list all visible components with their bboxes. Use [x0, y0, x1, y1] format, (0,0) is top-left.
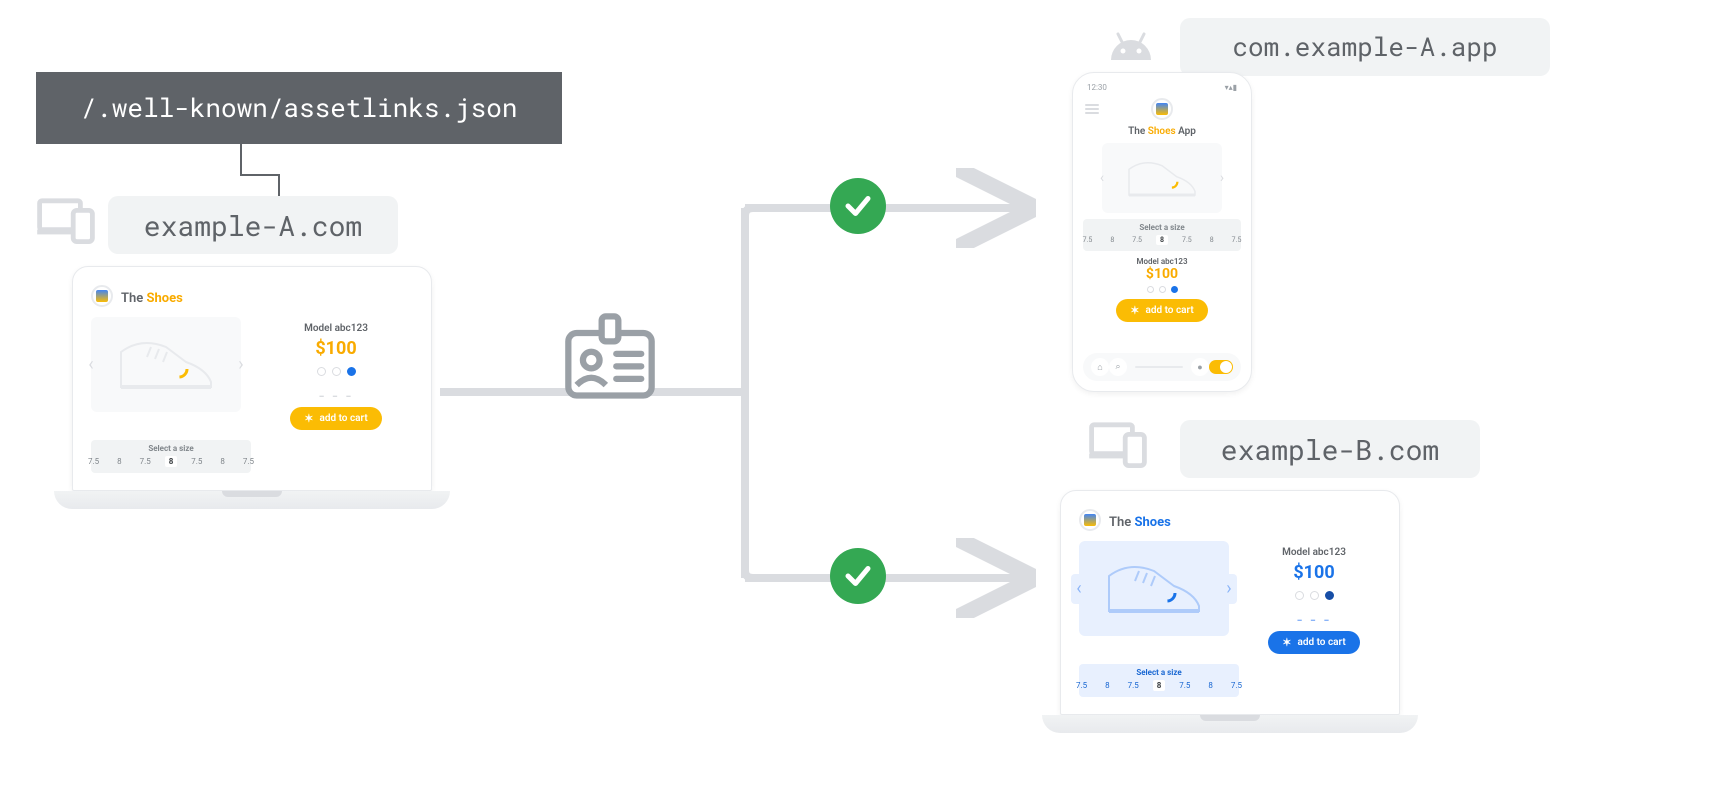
color-dots: [259, 367, 413, 376]
product-model: Model abc123: [1247, 547, 1381, 558]
dot-icon: ●: [1191, 358, 1209, 376]
cart-icon: ✶: [1282, 636, 1291, 649]
connector-line: [240, 174, 280, 176]
size-option: 8: [1153, 680, 1166, 691]
product-image: ‹ ›: [1102, 143, 1222, 213]
hamburger-icon: [1085, 104, 1099, 114]
size-option: 7.5: [1175, 680, 1194, 691]
product-price: $100: [1247, 562, 1381, 583]
chevron-left-icon: ‹: [1071, 574, 1087, 604]
size-selector: Select a size 7.587.587.587.5: [91, 440, 251, 473]
color-dots: [1247, 591, 1381, 600]
product-model: Model abc123: [1083, 257, 1241, 266]
chevron-left-icon: ‹: [1094, 163, 1110, 193]
add-to-cart-button: ✶add to cart: [290, 407, 382, 430]
size-option: 8: [1204, 680, 1217, 691]
size-option: 7.5: [1124, 680, 1143, 691]
app-header: The Shoes: [91, 285, 413, 307]
chevron-left-icon: ‹: [83, 350, 99, 380]
color-dots: [1083, 286, 1241, 293]
size-option: 7.5: [1178, 235, 1196, 245]
size-option: 8: [165, 456, 178, 467]
target-domain-pill: example-B.com: [1180, 420, 1480, 478]
toggle-icon: [1209, 360, 1233, 374]
source-domain-text: example-A.com: [144, 207, 362, 244]
laptop-target: The Shoes ‹ › Model abc123 $100: [1060, 490, 1400, 733]
size-row: 7.587.587.587.5: [97, 456, 245, 467]
app-logo-icon: [1079, 509, 1101, 531]
add-to-cart-button: ✶add to cart: [1116, 299, 1208, 322]
size-selector: Select a size 7.587.587.587.5: [1083, 219, 1241, 251]
check-icon: [830, 548, 886, 604]
add-to-cart-button: ✶add to cart: [1268, 631, 1360, 654]
cart-icon: ✶: [1130, 304, 1139, 317]
devices-icon: [1088, 420, 1148, 468]
laptop-base: [1042, 715, 1418, 733]
assetlinks-box: /.well-known/assetlinks.json: [36, 72, 562, 144]
size-option: 7.5: [1072, 680, 1091, 691]
android-icon: [1106, 28, 1156, 64]
target-domain-text: example-B.com: [1221, 431, 1439, 468]
app-title: The Shoes: [121, 287, 183, 306]
size-row: 7.587.587.587.5: [1089, 235, 1235, 245]
size-option: 7.5: [136, 456, 155, 467]
connector-line: [278, 174, 280, 196]
product-image: ‹ ›: [91, 317, 241, 412]
home-icon: ⌂: [1091, 358, 1109, 376]
size-option: 8: [1156, 235, 1168, 245]
divider-icon: - - -: [319, 386, 353, 407]
search-icon: ⌕: [1109, 358, 1127, 376]
target-app-text: com.example-A.app: [1232, 30, 1497, 64]
chevron-right-icon: ›: [1221, 574, 1237, 604]
size-option: 7.5: [187, 456, 206, 467]
shoe-icon: [1117, 151, 1207, 206]
size-row: 7.587.587.587.5: [1085, 680, 1233, 691]
size-option: 7.5: [239, 456, 258, 467]
size-option: 8: [216, 456, 229, 467]
laptop-source: The Shoes ‹ › Model abc123 $100: [72, 266, 432, 509]
divider-icon: - - -: [1297, 610, 1331, 631]
nav-divider: [1135, 366, 1183, 368]
size-option: 8: [1206, 235, 1218, 245]
product-price: $100: [259, 338, 413, 359]
check-icon: [830, 178, 886, 234]
size-option: 8: [1101, 680, 1114, 691]
size-option: 7.5: [1128, 235, 1146, 245]
source-domain-pill: example-A.com: [108, 196, 398, 254]
chevron-right-icon: ›: [1214, 163, 1230, 193]
size-option: 7.5: [1227, 680, 1246, 691]
product-image: ‹ ›: [1079, 541, 1229, 636]
app-title: The Shoes App: [1083, 126, 1241, 137]
size-option: 7.5: [1228, 235, 1246, 245]
size-option: 7.5: [1079, 235, 1097, 245]
size-option: 7.5: [84, 456, 103, 467]
size-option: 8: [1106, 235, 1118, 245]
product-price: $100: [1083, 266, 1241, 282]
cart-icon: ✶: [304, 412, 313, 425]
devices-icon: [36, 196, 96, 244]
target-app-pill: com.example-A.app: [1180, 18, 1550, 76]
laptop-base: [54, 491, 450, 509]
app-logo-icon: [1151, 98, 1173, 120]
assetlinks-text: /.well-known/assetlinks.json: [81, 91, 518, 125]
app-title: The Shoes: [1109, 511, 1171, 530]
product-model: Model abc123: [259, 323, 413, 334]
status-bar: 12:30 ▾▴▮: [1083, 81, 1241, 94]
app-header: The Shoes: [1079, 509, 1381, 531]
id-badge-icon: [560, 308, 660, 408]
size-selector: Select a size 7.587.587.587.5: [1079, 664, 1239, 697]
shoe-icon: [1099, 551, 1209, 626]
bottom-nav: ⌂ ⌕ ●: [1083, 353, 1241, 381]
size-option: 8: [113, 456, 126, 467]
chevron-right-icon: ›: [233, 350, 249, 380]
phone-target: 12:30 ▾▴▮ The Shoes App ‹ › Select a siz…: [1072, 72, 1252, 392]
shoe-icon: [111, 327, 221, 402]
connector-line: [240, 144, 242, 174]
app-logo-icon: [91, 285, 113, 307]
